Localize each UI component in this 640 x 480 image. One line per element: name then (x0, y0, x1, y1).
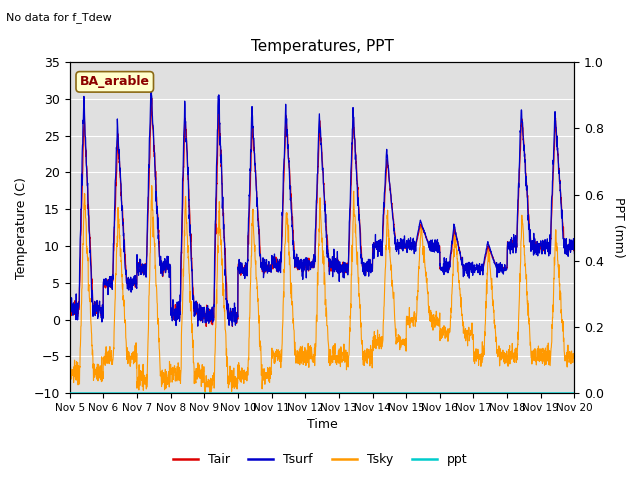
Title: Temperatures, PPT: Temperatures, PPT (251, 39, 394, 54)
Text: BA_arable: BA_arable (80, 75, 150, 88)
Y-axis label: Temperature (C): Temperature (C) (15, 177, 28, 278)
X-axis label: Time: Time (307, 419, 337, 432)
Legend: Tair, Tsurf, Tsky, ppt: Tair, Tsurf, Tsky, ppt (168, 448, 472, 471)
Text: No data for f_Tdew: No data for f_Tdew (6, 12, 112, 23)
Y-axis label: PPT (mm): PPT (mm) (612, 197, 625, 258)
